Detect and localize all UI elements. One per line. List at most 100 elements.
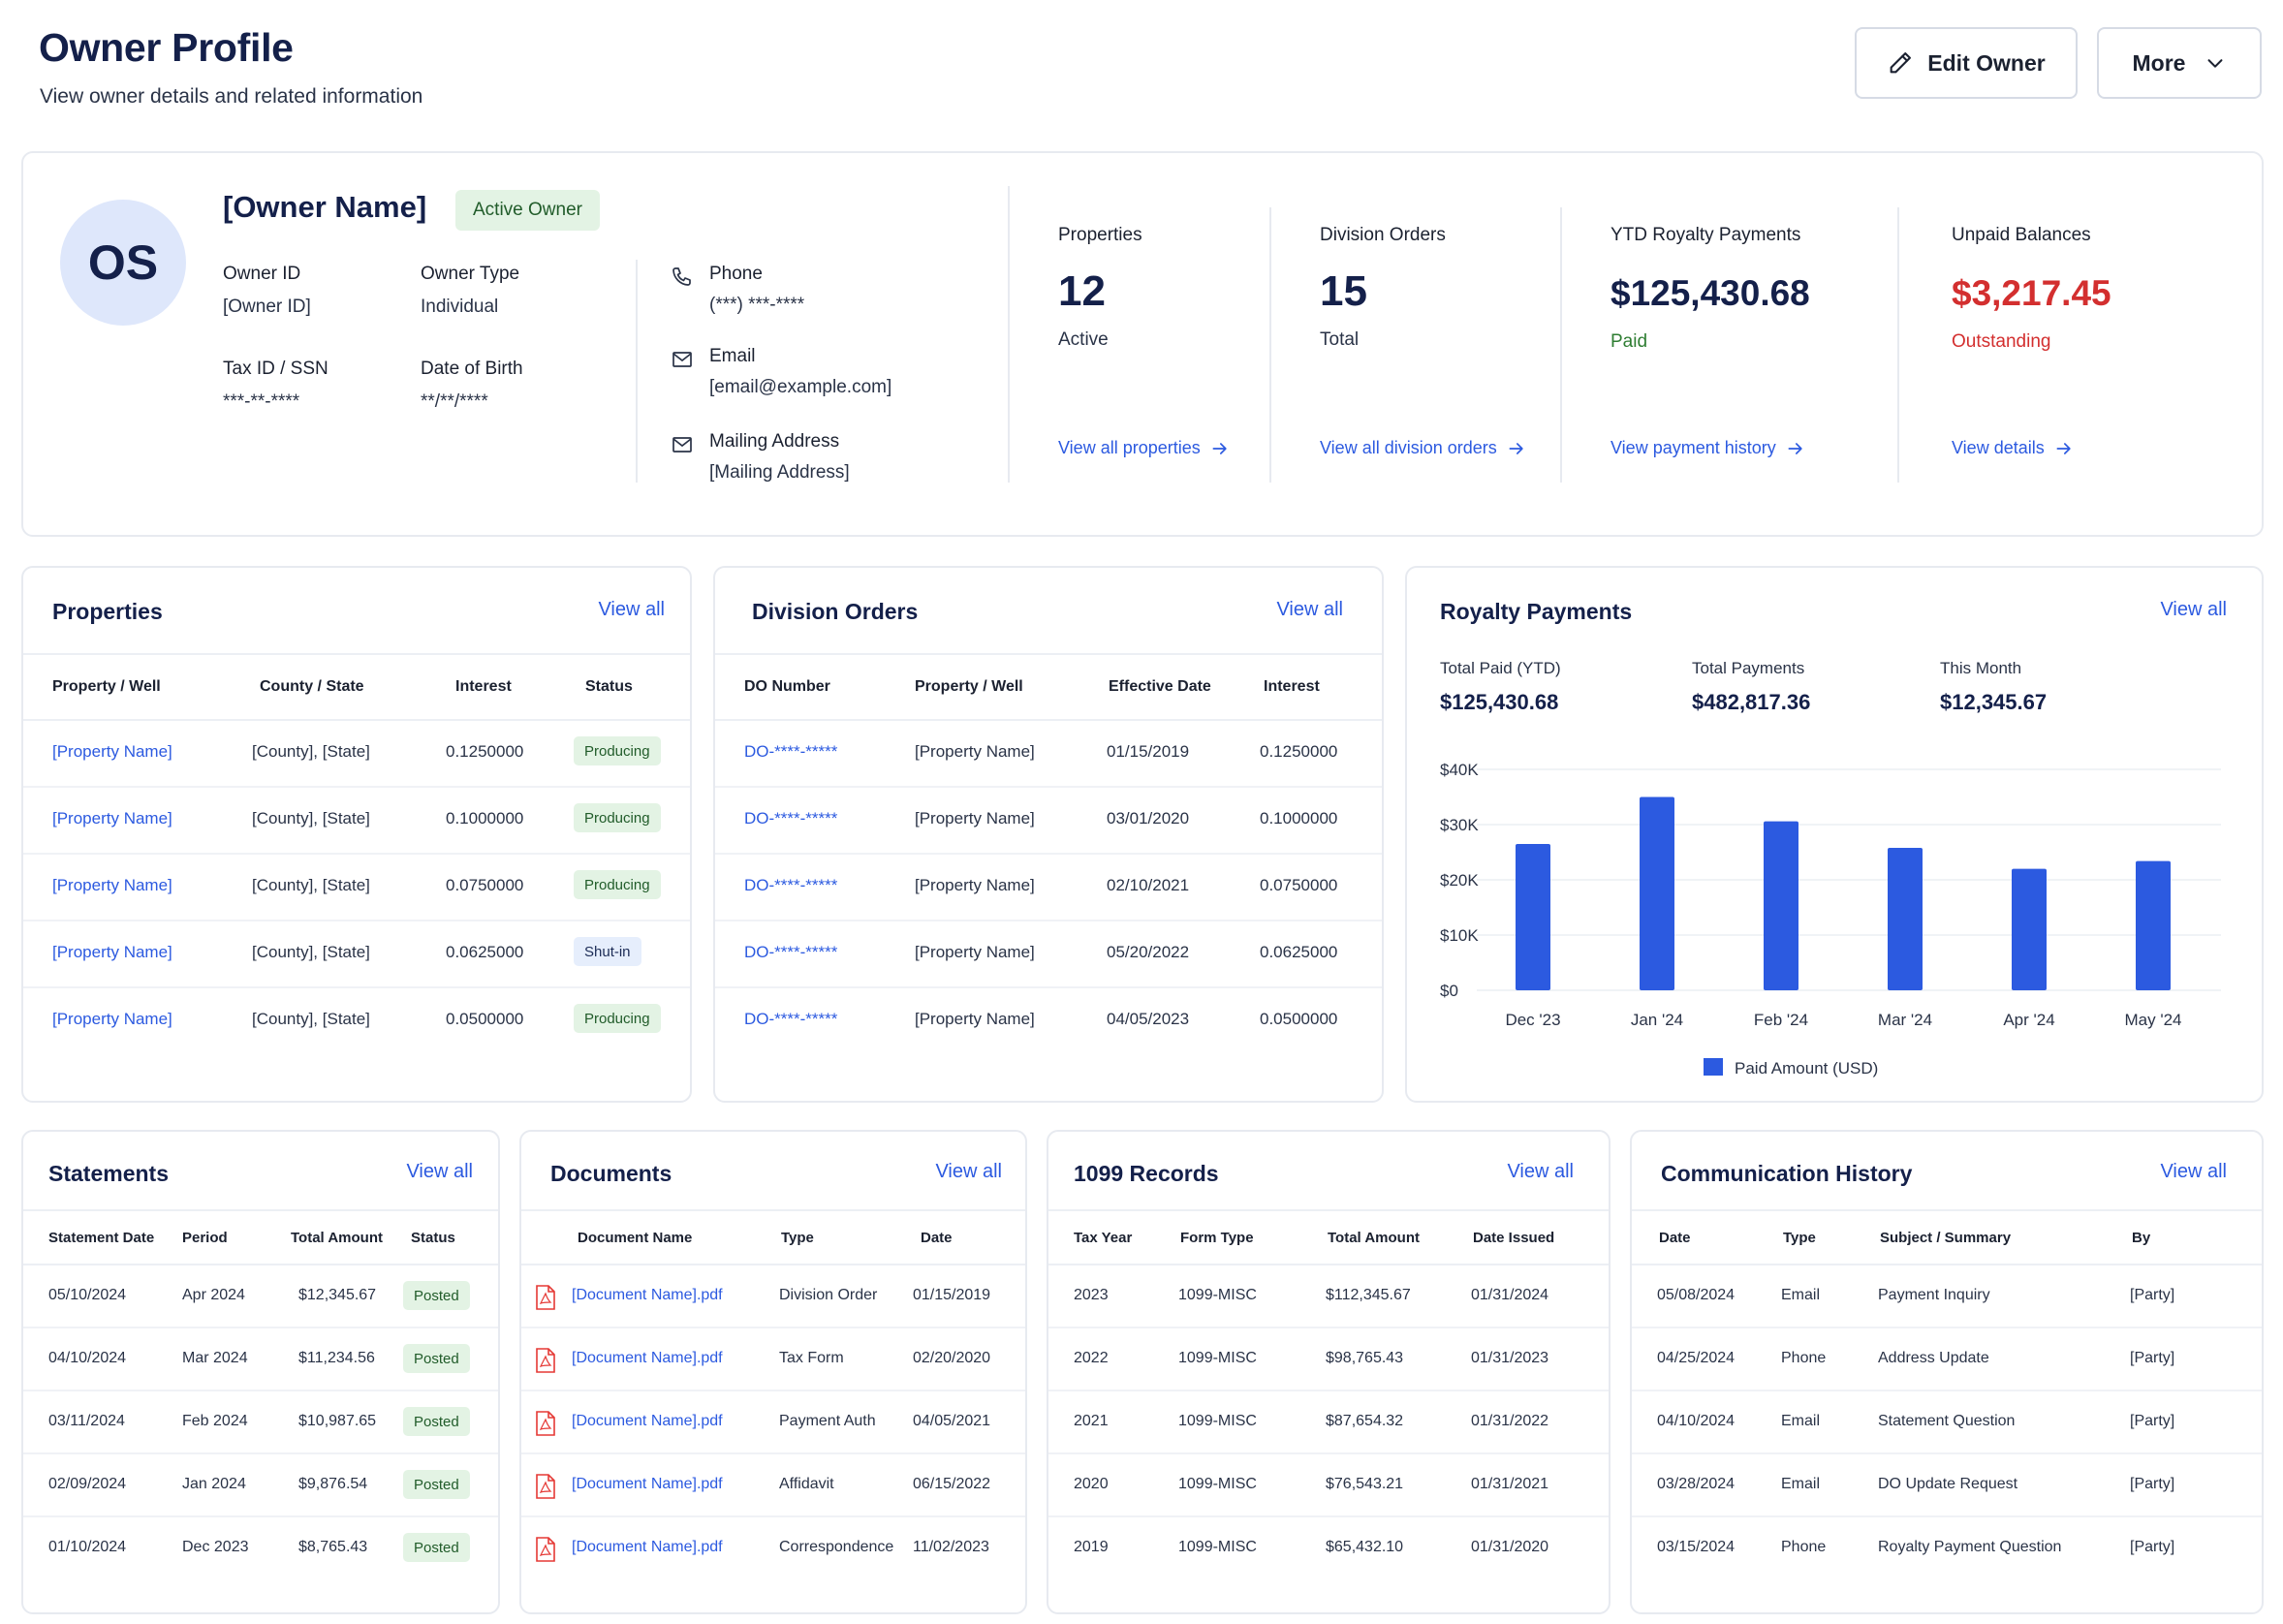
stat-value: $3,217.45 [1952,273,2111,313]
do-number-link[interactable]: DO-****-***** [744,876,838,894]
address-contact: Mailing Address [Mailing Address] [671,431,850,484]
column-header: Period [182,1230,228,1246]
owner-summary-card: OS [Owner Name] Active Owner Owner ID [O… [21,151,2264,537]
x-tick-label: Dec '23 [1505,1011,1560,1029]
period: Apr 2024 [182,1287,245,1303]
column-header: Property / Well [915,678,1023,695]
summary-value: $482,817.36 [1692,690,1811,714]
status-badge: Active Owner [455,190,600,231]
column-header: Type [1783,1230,1816,1246]
stat-sub: Paid [1611,331,1648,352]
y-tick-label: $20K [1440,871,1479,890]
stat-label: Properties [1058,225,1142,245]
owner-type-label: Owner Type [421,264,520,284]
total-amount: $10,987.65 [298,1413,377,1429]
table-row: DO-****-***** [Property Name] 04/05/2023 0.… [715,988,1382,1055]
subject-summary: Payment Inquiry [1878,1287,1990,1303]
date-issued: 01/31/2024 [1471,1287,1549,1303]
property-name-link[interactable]: [Property Name] [52,1010,172,1028]
status-badge: Posted [403,1344,470,1373]
total-amount: $112,345.67 [1326,1287,1411,1303]
division-orders-card: Division Orders View all DO Number Prope… [713,566,1384,1103]
column-header: Form Type [1180,1230,1254,1246]
divider [636,260,638,483]
pencil-icon [1890,52,1912,74]
document-name-link[interactable]: [Document Name].pdf [572,1539,723,1555]
records-1099-view-all-link[interactable]: View all [1507,1161,1574,1182]
property-name: [Property Name] [915,809,1035,828]
column-header: Subject / Summary [1880,1230,2012,1246]
royalty-view-all-link[interactable]: View all [2160,599,2227,620]
do-number-link[interactable]: DO-****-***** [744,809,838,828]
subject-summary: Statement Question [1878,1413,2016,1429]
communication-date: 03/15/2024 [1657,1539,1736,1555]
statement-date: 03/11/2024 [48,1413,125,1429]
tax-id-field: Tax ID / SSN ***-**-**** [223,359,328,413]
table-row: [Property Name] [County], [State] 0.062500… [23,921,690,988]
column-header: Interest [1264,678,1320,695]
table-row: 05/10/2024 Apr 2024 $12,345.67 Posted [23,1265,498,1328]
statements-view-all-link[interactable]: View all [406,1161,473,1182]
document-type: Division Order [779,1287,878,1303]
page-title: Owner Profile [39,25,294,70]
property-name-link[interactable]: [Property Name] [52,876,172,894]
table-row: 05/08/2024 Email Payment Inquiry [Party] [1632,1265,2262,1328]
view-all-division-orders-link[interactable]: View all division orders [1320,438,1526,458]
communication-type: Email [1781,1413,1821,1429]
properties-view-all-link[interactable]: View all [598,599,665,620]
document-name-link[interactable]: [Document Name].pdf [572,1476,723,1492]
effective-date: 02/10/2021 [1107,876,1190,894]
document-name-link[interactable]: [Document Name].pdf [572,1287,723,1303]
communication-type: Phone [1781,1539,1827,1555]
property-name-link[interactable]: [Property Name] [52,742,172,761]
document-date: 01/15/2019 [913,1287,991,1303]
email-contact: Email [email@example.com] [671,346,891,398]
properties-card: Properties View all Property / Well Coun… [21,566,692,1103]
total-amount: $87,654.32 [1326,1413,1404,1429]
do-number-link[interactable]: DO-****-***** [744,943,838,961]
edit-owner-button[interactable]: Edit Owner [1855,27,2078,99]
document-name-link[interactable]: [Document Name].pdf [572,1350,723,1366]
pdf-file-icon [535,1537,556,1567]
summary-value: $125,430.68 [1440,690,1559,714]
division-orders-view-all-link[interactable]: View all [1276,599,1343,620]
column-header: County / State [260,678,364,695]
effective-date: 05/20/2022 [1107,943,1190,961]
property-name: [Property Name] [915,742,1035,761]
property-name-link[interactable]: [Property Name] [52,943,172,961]
table-row: 2023 1099-MISC $112,345.67 01/31/2024 [1048,1265,1609,1328]
document-type: Affidavit [779,1476,834,1492]
view-all-properties-link[interactable]: View all properties [1058,438,1230,458]
view-details-link[interactable]: View details [1952,438,2074,458]
do-number-link[interactable]: DO-****-***** [744,742,838,761]
stat-label: Unpaid Balances [1952,225,2091,245]
owner-type-value: Individual [421,297,499,317]
more-button[interactable]: More [2097,27,2262,99]
communications-view-all-link[interactable]: View all [2160,1161,2227,1182]
documents-view-all-link[interactable]: View all [935,1161,1002,1182]
effective-date: 01/15/2019 [1107,742,1190,761]
table-row: DO-****-***** [Property Name] 03/01/2020 0.… [715,788,1382,855]
interest-value: 0.1000000 [446,809,524,828]
bar [1888,847,1923,990]
dob-label: Date of Birth [421,359,523,379]
property-name-link[interactable]: [Property Name] [52,809,172,828]
table-row: 01/10/2024 Dec 2023 $8,765.43 Posted [23,1517,498,1580]
county-state: [County], [State] [252,876,370,894]
document-name-link[interactable]: [Document Name].pdf [572,1413,723,1429]
divider [1269,207,1271,483]
by-party: [Party] [2130,1476,2175,1492]
x-tick-label: Feb '24 [1754,1011,1808,1029]
document-type: Payment Auth [779,1413,876,1429]
view-payment-history-link[interactable]: View payment history [1611,438,1805,458]
column-header: Type [781,1230,814,1246]
do-number-link[interactable]: DO-****-***** [744,1010,838,1028]
table-row: [Document Name].pdf Payment Auth 04/05/202… [521,1391,1025,1454]
table-row: [Document Name].pdf Correspondence 11/02/2… [521,1517,1025,1580]
x-tick-label: Apr '24 [2003,1011,2054,1029]
period: Jan 2024 [182,1476,246,1492]
table-header: Property / Well County / State Interest … [23,653,690,721]
status-badge: Producing [574,736,661,765]
owner-id-label: Owner ID [223,264,301,284]
table-row: 03/28/2024 Email DO Update Request [Party] [1632,1454,2262,1517]
